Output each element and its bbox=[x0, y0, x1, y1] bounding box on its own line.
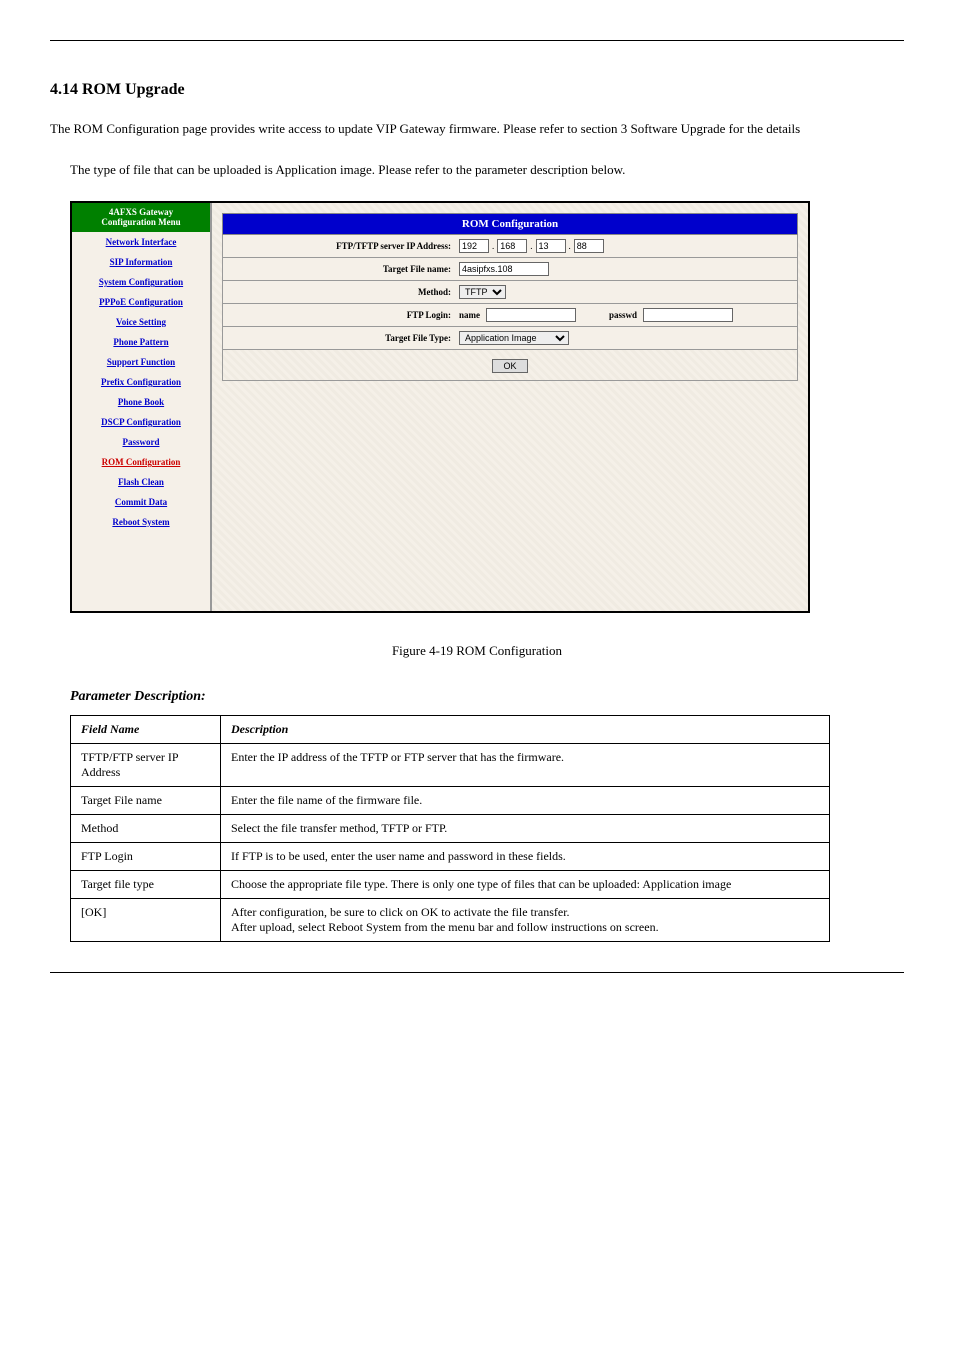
sidebar-item[interactable]: Commit Data bbox=[72, 492, 210, 512]
panel-title: ROM Configuration bbox=[222, 213, 798, 235]
sidebar-item[interactable]: System Configuration bbox=[72, 272, 210, 292]
param-field: [OK] bbox=[71, 898, 221, 941]
login-passwd-label: passwd bbox=[609, 310, 637, 320]
sidebar-title-line2: Configuration Menu bbox=[74, 217, 208, 228]
label-filetype: Target File Type: bbox=[229, 333, 459, 343]
param-desc: After configuration, be sure to click on… bbox=[221, 898, 830, 941]
field-filetype: Application Image bbox=[459, 331, 791, 345]
param-header-field: Field Name bbox=[71, 715, 221, 743]
param-section: Parameter Description: Field Name Descri… bbox=[70, 689, 884, 942]
sidebar-item[interactable]: Phone Pattern bbox=[72, 332, 210, 352]
sidebar-header: 4AFXS Gateway Configuration Menu bbox=[72, 203, 210, 233]
section-heading: 4.14 ROM Upgrade bbox=[50, 81, 904, 99]
section-number: 4.14 bbox=[50, 81, 78, 98]
input-login-passwd[interactable] bbox=[643, 308, 733, 322]
panel-spacer bbox=[222, 381, 798, 601]
field-login: name passwd bbox=[459, 308, 791, 322]
input-filename[interactable] bbox=[459, 262, 549, 276]
param-field: FTP Login bbox=[71, 842, 221, 870]
sidebar-item[interactable]: SIP Information bbox=[72, 252, 210, 272]
header-rule bbox=[50, 40, 904, 41]
ip-oct1[interactable] bbox=[459, 239, 489, 253]
sidebar-item[interactable]: Voice Setting bbox=[72, 312, 210, 332]
label-method: Method: bbox=[229, 287, 459, 297]
intro-paragraph: The ROM Configuration page provides writ… bbox=[50, 119, 904, 140]
row-method: Method: TFTP bbox=[222, 281, 798, 304]
label-filename: Target File name: bbox=[229, 264, 459, 274]
param-row: Target File nameEnter the file name of t… bbox=[71, 786, 830, 814]
footer-rule bbox=[50, 972, 904, 973]
sidebar-item[interactable]: PPPoE Configuration bbox=[72, 292, 210, 312]
param-row: Target file typeChoose the appropriate f… bbox=[71, 870, 830, 898]
figure-caption: Figure 4-19 ROM Configuration bbox=[50, 643, 904, 659]
main-panel: ROM Configuration FTP/TFTP server IP Add… bbox=[212, 203, 808, 611]
sidebar-item[interactable]: Prefix Configuration bbox=[72, 372, 210, 392]
section-title: ROM Upgrade bbox=[82, 81, 185, 98]
param-header-desc: Description bbox=[221, 715, 830, 743]
field-filename bbox=[459, 262, 791, 276]
row-ip: FTP/TFTP server IP Address: . . . bbox=[222, 235, 798, 258]
indented-note: The type of file that can be uploaded is… bbox=[70, 160, 904, 181]
label-login: FTP Login: bbox=[229, 310, 459, 320]
param-row: TFTP/FTP server IP AddressEnter the IP a… bbox=[71, 743, 830, 786]
row-login: FTP Login: name passwd bbox=[222, 304, 798, 327]
ip-oct3[interactable] bbox=[536, 239, 566, 253]
param-row: FTP LoginIf FTP is to be used, enter the… bbox=[71, 842, 830, 870]
screenshot-container: 4AFXS Gateway Configuration Menu Network… bbox=[70, 201, 810, 613]
param-field: TFTP/FTP server IP Address bbox=[71, 743, 221, 786]
param-table: Field Name Description TFTP/FTP server I… bbox=[70, 715, 830, 942]
sidebar-item[interactable]: Support Function bbox=[72, 352, 210, 372]
label-ip: FTP/TFTP server IP Address: bbox=[229, 241, 459, 251]
select-filetype[interactable]: Application Image bbox=[459, 331, 569, 345]
field-method: TFTP bbox=[459, 285, 791, 299]
input-login-name[interactable] bbox=[486, 308, 576, 322]
sidebar-item[interactable]: Flash Clean bbox=[72, 472, 210, 492]
param-desc: Select the file transfer method, TFTP or… bbox=[221, 814, 830, 842]
ip-oct2[interactable] bbox=[497, 239, 527, 253]
sidebar-item[interactable]: Network Interface bbox=[72, 232, 210, 252]
param-field: Target file type bbox=[71, 870, 221, 898]
param-desc: If FTP is to be used, enter the user nam… bbox=[221, 842, 830, 870]
sidebar-title-line1: 4AFXS Gateway bbox=[74, 207, 208, 218]
param-desc: Enter the IP address of the TFTP or FTP … bbox=[221, 743, 830, 786]
row-filename: Target File name: bbox=[222, 258, 798, 281]
sidebar-item[interactable]: ROM Configuration bbox=[72, 452, 210, 472]
param-heading: Parameter Description: bbox=[70, 689, 884, 705]
sidebar-item[interactable]: Password bbox=[72, 432, 210, 452]
row-ok: OK bbox=[222, 350, 798, 381]
sidebar-item[interactable]: Phone Book bbox=[72, 392, 210, 412]
login-name-label: name bbox=[459, 310, 480, 320]
param-row: MethodSelect the file transfer method, T… bbox=[71, 814, 830, 842]
field-ip: . . . bbox=[459, 239, 791, 253]
param-row: [OK]After configuration, be sure to clic… bbox=[71, 898, 830, 941]
sidebar-item[interactable]: Reboot System bbox=[72, 512, 210, 532]
param-field: Target File name bbox=[71, 786, 221, 814]
param-desc: Enter the file name of the firmware file… bbox=[221, 786, 830, 814]
select-method[interactable]: TFTP bbox=[459, 285, 506, 299]
sidebar-item[interactable]: DSCP Configuration bbox=[72, 412, 210, 432]
param-field: Method bbox=[71, 814, 221, 842]
ok-button[interactable]: OK bbox=[492, 359, 527, 373]
param-desc: Choose the appropriate file type. There … bbox=[221, 870, 830, 898]
row-filetype: Target File Type: Application Image bbox=[222, 327, 798, 350]
sidebar: 4AFXS Gateway Configuration Menu Network… bbox=[72, 203, 212, 611]
ip-oct4[interactable] bbox=[574, 239, 604, 253]
param-header-row: Field Name Description bbox=[71, 715, 830, 743]
